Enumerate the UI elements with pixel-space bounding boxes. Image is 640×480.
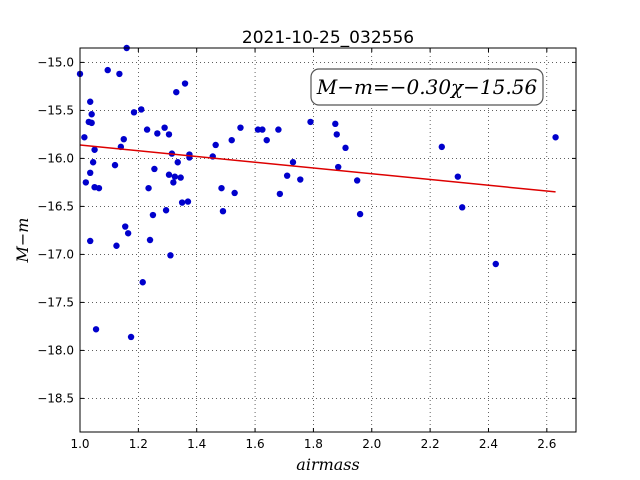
- x-axis-label: airmass: [296, 455, 359, 474]
- x-tick-label: 1.0: [70, 437, 89, 451]
- data-point: [356, 210, 364, 218]
- data-point: [82, 179, 90, 186]
- data-point: [167, 252, 174, 259]
- data-point: [170, 179, 177, 186]
- x-axis: 1.0 1.2 1.4 1.6 1.8 2.0 2.2 2.4 2.6: [70, 48, 556, 451]
- chart-title: 2021-10-25_032556: [242, 28, 414, 48]
- data-point: [263, 136, 270, 144]
- x-tick-label: 1.6: [246, 437, 265, 451]
- data-point: [95, 184, 103, 192]
- data-point: [89, 159, 97, 166]
- data-point: [92, 326, 100, 333]
- y-tick-label: −18.5: [37, 391, 74, 405]
- data-point: [104, 66, 111, 74]
- data-point: [154, 130, 161, 137]
- data-point: [297, 176, 304, 183]
- data-point: [165, 131, 173, 138]
- data-point: [87, 237, 94, 245]
- data-point: [174, 159, 181, 166]
- data-point: [139, 279, 146, 286]
- data-point: [149, 211, 157, 219]
- data-point: [177, 174, 184, 181]
- x-tick-label: 2.2: [421, 437, 440, 451]
- data-point: [111, 161, 119, 169]
- x-tick-label: 1.4: [187, 437, 206, 451]
- data-point: [184, 198, 192, 205]
- data-point: [88, 111, 95, 118]
- x-tick-label: 1.8: [304, 437, 323, 451]
- data-point: [212, 141, 219, 149]
- data-point: [335, 163, 342, 171]
- data-point: [228, 136, 235, 144]
- y-tick-label: −16.0: [37, 151, 74, 165]
- y-axis: −15.0 −15.5 −16.0 −16.5 −17.0 −17.5 −18.0 −18.5: [37, 55, 576, 405]
- data-point: [333, 131, 340, 138]
- y-tick-label: −15.0: [37, 55, 74, 69]
- data-point: [275, 126, 282, 133]
- data-point: [342, 144, 349, 152]
- data-point: [307, 118, 314, 126]
- fit-equation-text: M−m=−0.30χ−15.56: [316, 75, 538, 99]
- data-point: [178, 199, 186, 206]
- grid-lines: [79, 48, 576, 432]
- y-tick-label: −17.0: [37, 247, 74, 261]
- data-point: [81, 134, 88, 141]
- data-point: [116, 70, 123, 78]
- data-point: [459, 204, 466, 211]
- y-axis-label: M−m: [13, 218, 32, 264]
- data-point: [353, 177, 361, 184]
- data-point: [145, 184, 152, 192]
- data-point: [181, 80, 189, 87]
- x-tick-label: 2.4: [479, 437, 498, 451]
- x-tick-label: 1.2: [129, 437, 148, 451]
- data-point: [138, 106, 145, 113]
- data-point: [283, 172, 291, 179]
- data-point: [289, 159, 297, 166]
- data-point: [171, 173, 179, 180]
- data-point: [88, 119, 95, 127]
- data-point: [492, 260, 499, 268]
- data-point: [276, 190, 284, 198]
- data-point: [332, 120, 339, 128]
- data-point: [146, 236, 154, 244]
- data-point: [173, 88, 180, 96]
- data-point: [113, 242, 120, 249]
- x-tick-label: 2.0: [362, 437, 381, 451]
- data-point: [454, 173, 462, 180]
- y-tick-label: −16.5: [37, 199, 74, 213]
- x-tick-label: 2.6: [537, 437, 556, 451]
- data-point: [438, 143, 445, 151]
- data-point: [124, 230, 132, 237]
- data-point: [127, 333, 135, 341]
- y-tick-label: −15.5: [37, 103, 74, 117]
- data-point: [552, 134, 559, 141]
- fit-equation-box: M−m=−0.30χ−15.56: [310, 68, 544, 106]
- data-point: [161, 124, 168, 131]
- data-point: [237, 124, 244, 131]
- y-tick-label: −17.5: [37, 295, 74, 309]
- data-point: [162, 207, 170, 214]
- scatter-points: [76, 44, 559, 341]
- data-point: [87, 169, 94, 176]
- data-point: [130, 109, 138, 116]
- data-point: [231, 189, 238, 197]
- y-tick-label: −18.0: [37, 343, 74, 357]
- data-point: [120, 136, 127, 143]
- fit-line: [79, 144, 556, 193]
- plot-frame: [79, 47, 577, 433]
- data-point: [219, 208, 227, 215]
- data-point: [259, 126, 266, 133]
- data-point: [151, 165, 158, 173]
- data-point: [165, 171, 173, 178]
- data-point: [91, 146, 98, 153]
- data-point: [143, 126, 151, 133]
- data-point: [218, 184, 225, 192]
- data-point: [122, 223, 129, 230]
- data-point: [254, 126, 262, 133]
- data-point: [87, 98, 94, 105]
